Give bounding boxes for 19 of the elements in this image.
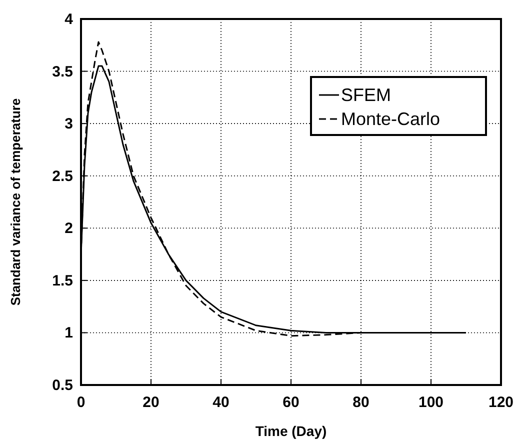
y-tick-label: 3 xyxy=(64,116,73,133)
x-tick-label: 40 xyxy=(212,394,230,411)
x-tick-label: 120 xyxy=(488,394,514,411)
x-tick-label: 20 xyxy=(142,394,160,411)
x-tick-label: 60 xyxy=(282,394,300,411)
y-axis-title: Standard variance of temperature xyxy=(8,98,23,306)
y-tick-label: 4 xyxy=(64,11,74,28)
y-tick-label: 2 xyxy=(64,220,73,238)
y-tick-label: 3.5 xyxy=(52,63,73,80)
legend-label: SFEM xyxy=(341,85,392,105)
x-tick-label: 100 xyxy=(418,394,444,411)
x-tick-label: 0 xyxy=(76,394,86,411)
y-tick-label: 1.5 xyxy=(52,272,73,290)
legend-label: Monte-Carlo xyxy=(341,109,440,129)
y-tick-label: 2.5 xyxy=(52,168,73,185)
x-axis-title: Time (Day) xyxy=(255,423,327,439)
y-tick-label: 0.5 xyxy=(52,377,73,394)
y-tick-label: 1 xyxy=(64,324,73,342)
x-tick-label: 80 xyxy=(352,394,370,411)
